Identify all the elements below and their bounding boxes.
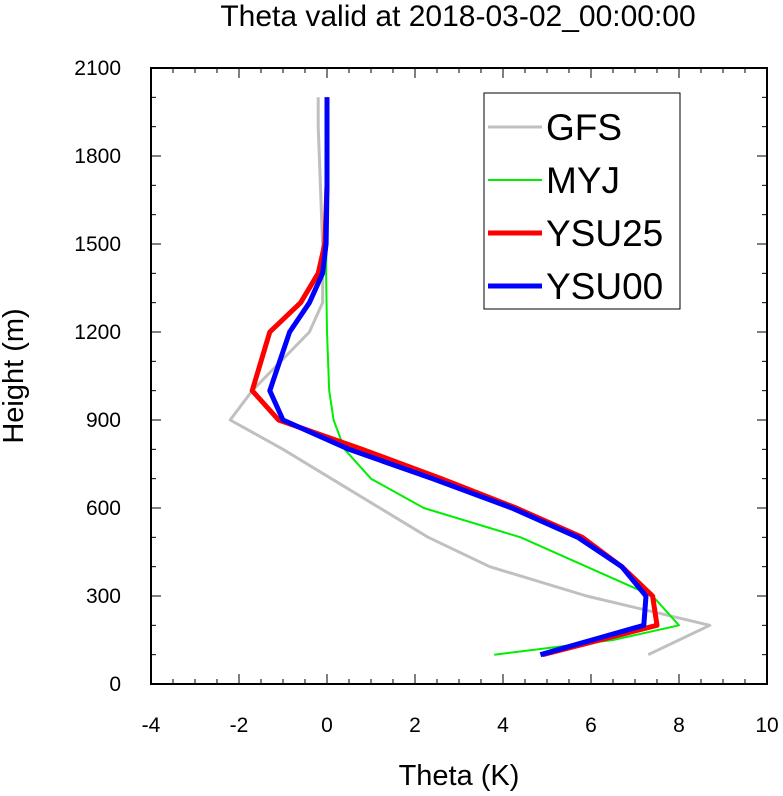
legend: GFS MYJ YSU25 YSU00 (483, 92, 681, 310)
x-tick-label: -2 (230, 714, 249, 737)
x-tick-label: 4 (497, 714, 509, 737)
legend-items: GFS MYJ YSU25 YSU00 (488, 107, 663, 307)
y-tick-label: 1200 (74, 321, 121, 344)
x-tick-label: 8 (673, 714, 685, 737)
x-axis-label: Theta (K) (399, 760, 520, 792)
y-tick-label: 1800 (74, 145, 121, 168)
y-tick-label: 900 (86, 409, 121, 432)
y-axis-label: Height (m) (0, 308, 30, 443)
legend-label-myj: MYJ (546, 160, 620, 201)
x-tick-label: 0 (321, 714, 333, 737)
series-lines (228, 97, 712, 658)
y-tick-label: 0 (109, 673, 121, 696)
legend-label-ysu00: YSU00 (546, 266, 663, 307)
y-tick-label: 2100 (74, 57, 121, 80)
legend-box (483, 92, 681, 310)
axis-ticks: -4 -2 0 2 4 6 8 10 0 300 600 900 1200 1500 1800 2100 (74, 57, 778, 737)
series-line-gfs (228, 97, 712, 657)
legend-label-gfs: GFS (546, 107, 622, 148)
legend-label-ysu25: YSU25 (546, 213, 663, 254)
series-line-ysu00 (267, 97, 649, 658)
y-tick-label: 600 (86, 497, 121, 520)
x-tick-label: 6 (585, 714, 597, 737)
y-tick-label: 1500 (74, 233, 121, 256)
chart-title: Theta valid at 2018-03-02_00:00:00 (220, 0, 695, 33)
y-tick-label: 300 (86, 585, 121, 608)
x-tick-label: 10 (755, 714, 778, 737)
x-tick-label: -4 (142, 714, 161, 737)
x-tick-label: 2 (409, 714, 421, 737)
